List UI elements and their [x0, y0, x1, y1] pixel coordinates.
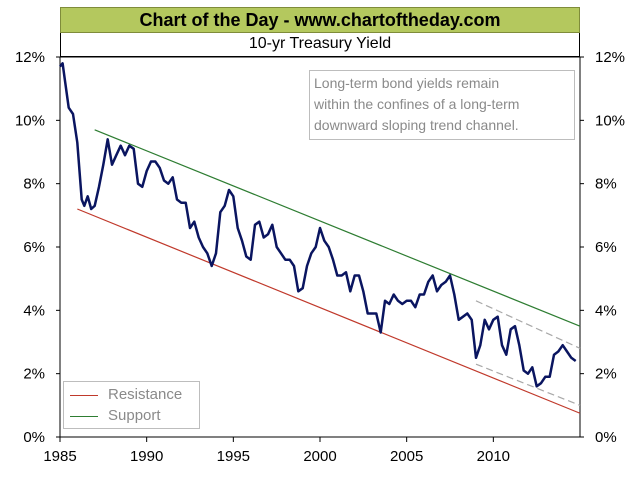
- legend-label-resistance: Resistance: [108, 386, 183, 403]
- x-tick-label-1: 1990: [130, 448, 163, 465]
- y-tick-label-right-6: 12%: [595, 49, 625, 66]
- y-tick-label-right-2: 4%: [595, 302, 617, 319]
- legend-label-support: Support: [108, 407, 161, 424]
- x-tick-label-2: 1995: [217, 448, 250, 465]
- banner-title: Chart of the Day - www.chartoftheday.com: [139, 10, 501, 30]
- trend-channel: [77, 129, 581, 414]
- dashed-lower-channel-line: [475, 363, 581, 406]
- x-tick-label-4: 2005: [390, 448, 423, 465]
- y-tick-label-right-0: 0%: [595, 429, 617, 446]
- yield-series: [59, 62, 577, 388]
- annotation-line-3: downward sloping trend channel.: [314, 117, 519, 133]
- y-tick-label-right-3: 6%: [595, 239, 617, 256]
- resistance-line: [77, 208, 581, 414]
- x-tick-label-5: 2010: [477, 448, 510, 465]
- legend-swatch-resistance: [70, 395, 98, 396]
- y-tick-label-left-5: 10%: [15, 112, 45, 129]
- y-tick-label-left-0: 0%: [23, 429, 45, 446]
- tick-labels: 0% 0% 2% 2% 4% 4% 6% 6% 8% 8% 10% 10% 12% 12% 1985 1990…: [15, 49, 625, 465]
- y-tick-label-left-3: 6%: [23, 239, 45, 256]
- support-line: [94, 129, 581, 327]
- x-tick-label-3: 2000: [303, 448, 336, 465]
- y-tick-label-left-2: 4%: [23, 302, 45, 319]
- chart-title: 10-yr Treasury Yield: [248, 35, 392, 52]
- chart-of-the-day-banner: Chart of the Day - www.chartoftheday.com: [60, 7, 580, 33]
- dashed-upper-channel-line: [475, 300, 581, 349]
- legend-swatch-support: [70, 416, 98, 417]
- x-tick-label-0: 1985: [43, 448, 76, 465]
- y-tick-label-right-1: 2%: [595, 366, 617, 383]
- annotation-box: Long-term bond yields remain within the …: [309, 70, 575, 140]
- axis-ticks: [56, 56, 584, 442]
- y-tick-label-right-4: 8%: [595, 176, 617, 193]
- yield-line: [59, 62, 577, 388]
- y-tick-label-left-1: 2%: [23, 366, 45, 383]
- y-tick-label-left-4: 8%: [23, 176, 45, 193]
- y-tick-label-left-6: 12%: [15, 49, 45, 66]
- annotation-line-1: Long-term bond yields remain: [314, 75, 500, 91]
- legend: Resistance Support: [63, 381, 200, 429]
- annotation-line-2: within the confines of a long-term: [314, 96, 520, 112]
- y-tick-label-right-5: 10%: [595, 112, 625, 129]
